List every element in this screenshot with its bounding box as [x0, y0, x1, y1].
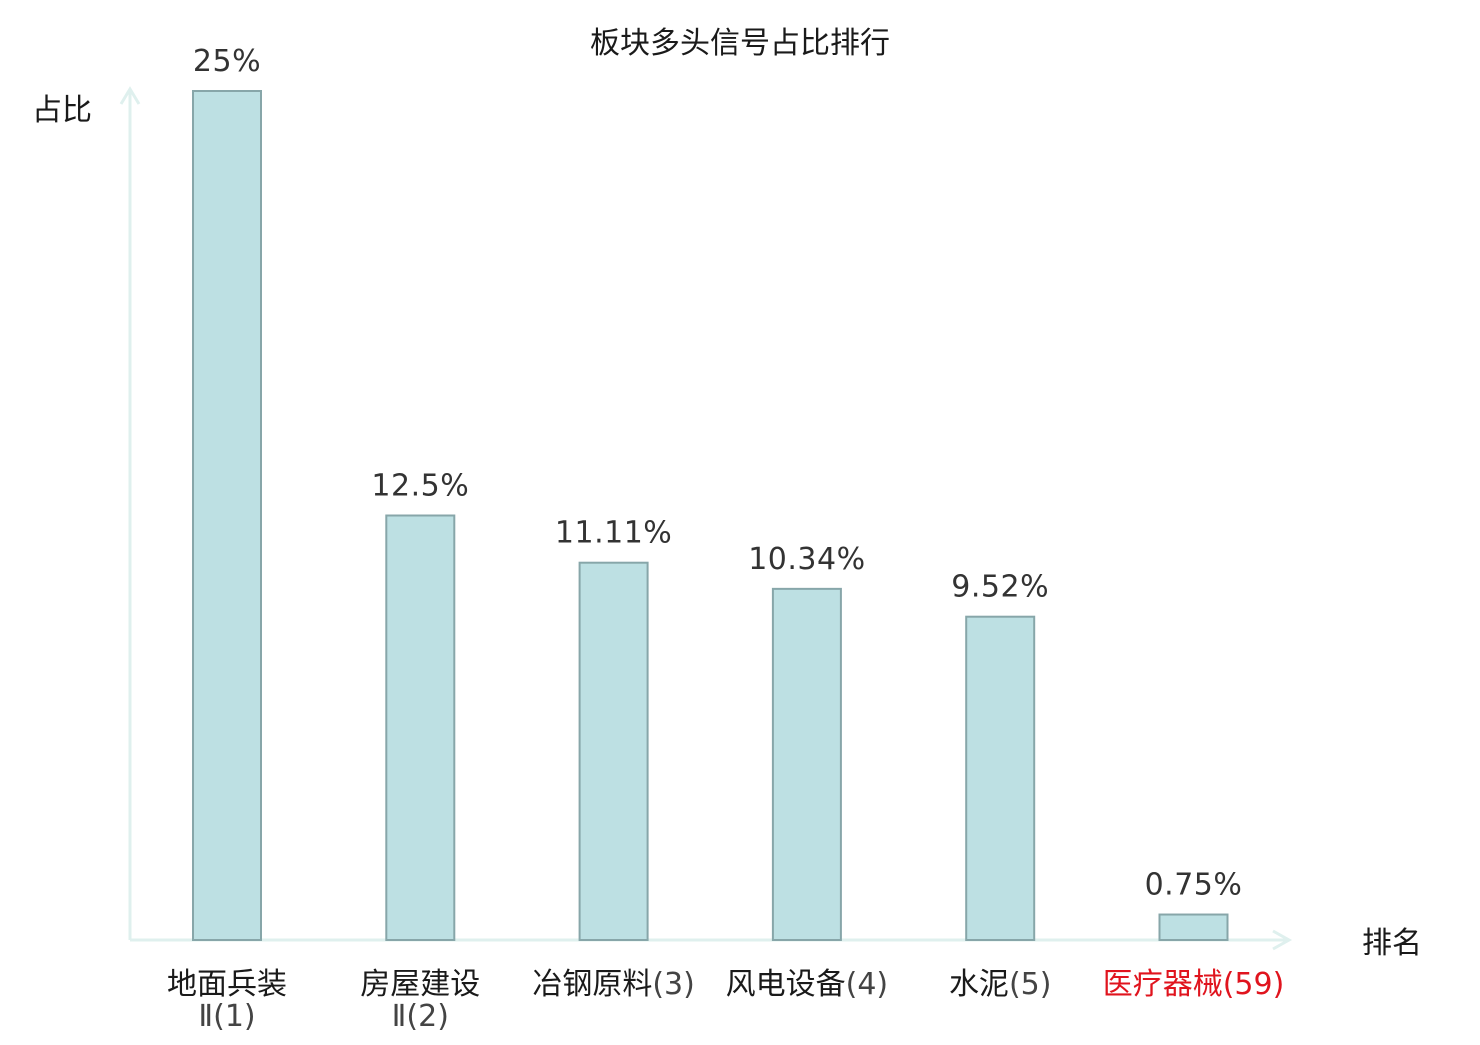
- bar: [385, 514, 456, 941]
- bar-value-label: 11.11%: [555, 516, 672, 551]
- bar: [192, 90, 262, 941]
- bar-value-label: 0.75%: [1145, 868, 1243, 903]
- bar-value-label: 12.5%: [371, 469, 469, 504]
- bars: [192, 90, 1229, 942]
- y-axis-arrow-icon: [119, 86, 141, 105]
- x-axis-arrow-icon: [1272, 929, 1293, 951]
- x-axis-label: 排名: [1362, 926, 1422, 961]
- x-tick-label: 冶钢原料(3): [532, 967, 695, 1002]
- x-tick-label: 风电设备(4): [726, 967, 889, 1002]
- x-tick-label: 房屋建设: [360, 967, 480, 1002]
- x-tick-label: 医疗器械(59): [1103, 967, 1285, 1002]
- bar: [965, 615, 1036, 941]
- bar-value-label: 9.52%: [951, 570, 1049, 605]
- x-tick-label: 地面兵装: [167, 967, 287, 1002]
- value-labels: 25% 12.5% 11.11% 10.34% 9.52% 0.75%: [193, 44, 1243, 903]
- bar: [771, 587, 842, 941]
- bar-value-label: 25%: [193, 44, 261, 79]
- bar-value-label: 10.34%: [748, 542, 865, 577]
- bar: [578, 561, 649, 941]
- bar: [1158, 913, 1229, 942]
- axes: [119, 86, 1293, 951]
- x-tick-label: 水泥(5): [949, 967, 1051, 1002]
- x-tick-label-rank: Ⅱ(1): [198, 999, 255, 1034]
- x-tick-label-rank: Ⅱ(2): [392, 999, 449, 1034]
- y-axis-label: 占比: [32, 93, 92, 128]
- chart-title: 板块多头信号占比排行: [590, 26, 890, 61]
